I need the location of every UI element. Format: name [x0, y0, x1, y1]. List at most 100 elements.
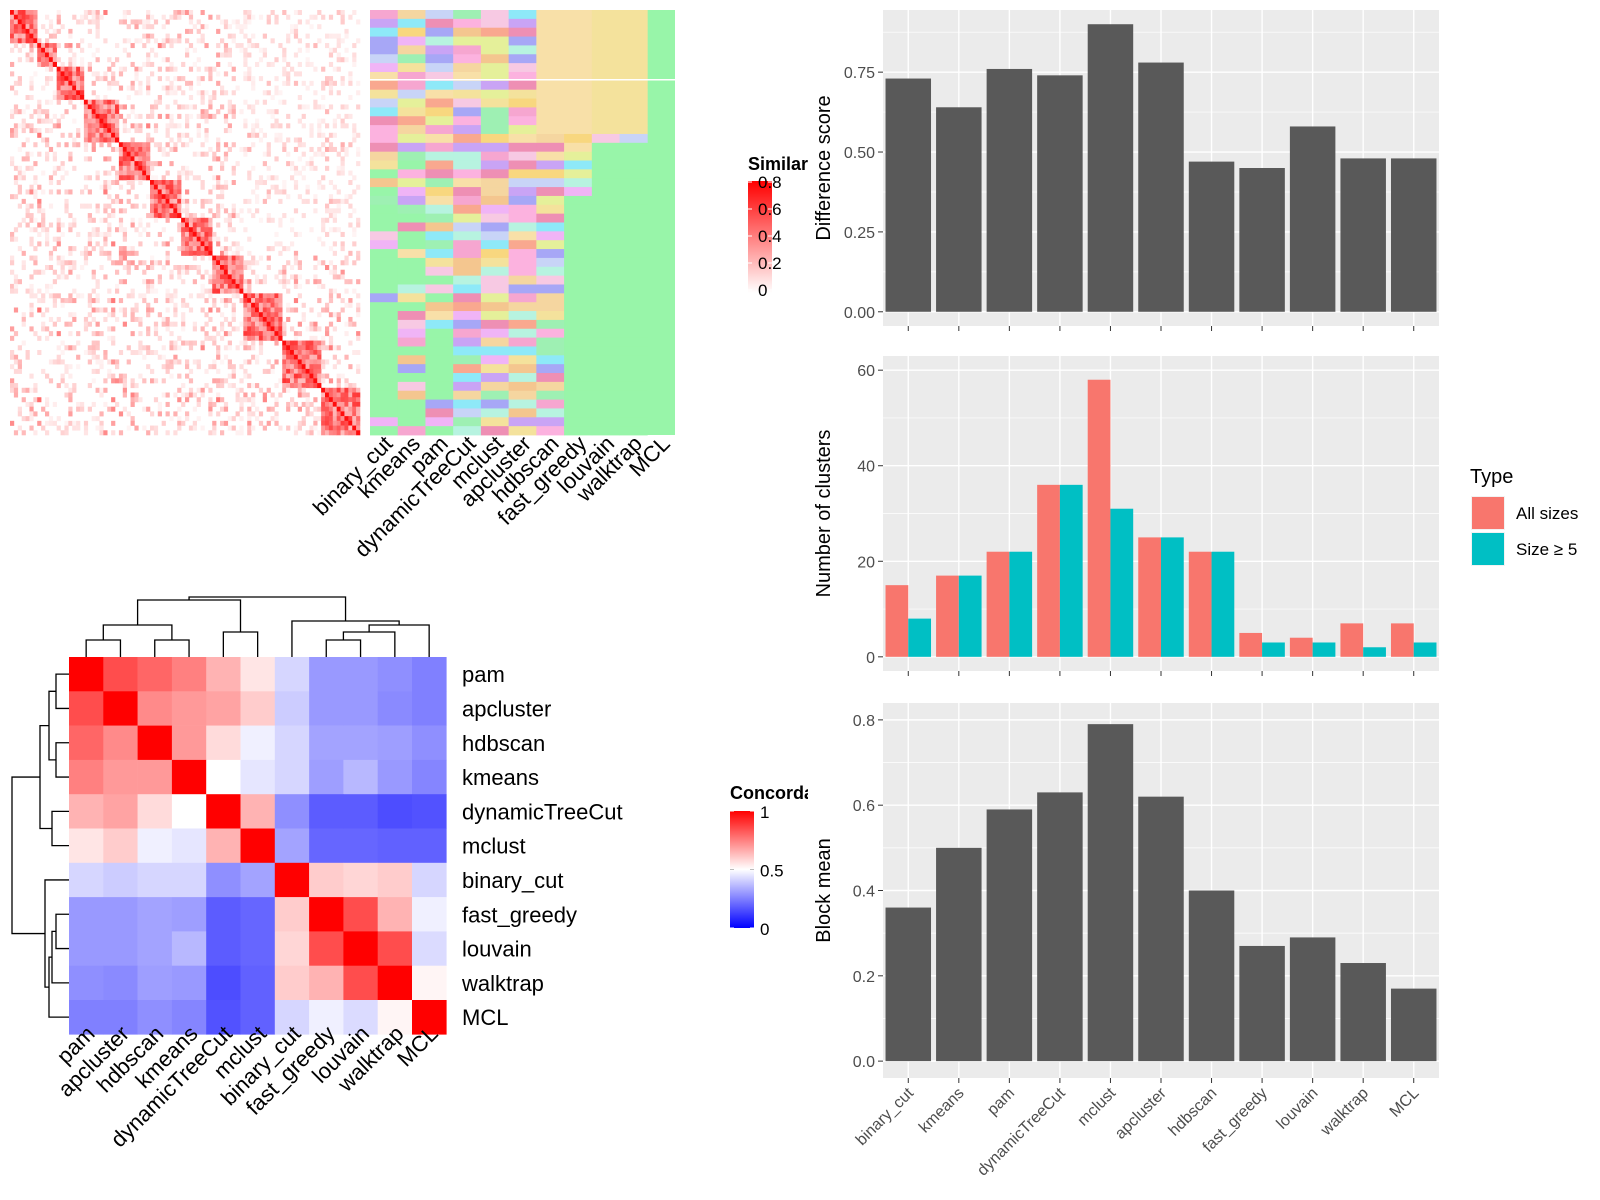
- concordance-cell: [137, 862, 173, 898]
- similarity-legend-tick: 0.6: [758, 200, 782, 219]
- concordance-row-label: hdbscan: [462, 731, 545, 756]
- concordance-row-label: dynamicTreeCut: [462, 799, 623, 824]
- concordance-cell: [137, 931, 173, 966]
- concordance-cell: [137, 691, 173, 726]
- concordance-column-labels: pamapclusterhdbscankmeansdynamicTreeCutm…: [52, 1021, 443, 1152]
- x-tick-label: walktrap: [1317, 1085, 1372, 1140]
- concordance-cell: [274, 897, 310, 932]
- y-axis-label: Difference score: [813, 95, 835, 240]
- concordance-cell: [377, 759, 413, 795]
- concordance-cell: [69, 725, 104, 761]
- legend-key: [1472, 497, 1504, 529]
- concordance-cell: [206, 828, 241, 864]
- similarity-legend-tick: 0.8: [758, 173, 782, 192]
- bar-size-ge-5: [1059, 484, 1083, 657]
- bar: [1390, 988, 1437, 1062]
- bar-all-sizes: [986, 551, 1010, 657]
- concordance-cell: [412, 725, 447, 761]
- y-tick-label: 0.8: [853, 713, 875, 730]
- concordance-cell: [309, 965, 344, 1001]
- concordance-cell: [377, 691, 413, 726]
- concordance-cell: [103, 794, 138, 829]
- concordance-cell: [206, 794, 241, 829]
- concordance-cell: [103, 691, 138, 726]
- concordance-cell: [137, 897, 173, 932]
- legend-key: [1472, 533, 1504, 565]
- concordance-cell: [309, 931, 344, 966]
- bar-size-ge-5: [1009, 551, 1033, 657]
- y-axis-label: Block mean: [813, 838, 835, 943]
- concordance-cell: [274, 657, 310, 692]
- column-dendrogram: [85, 596, 430, 657]
- bar-chart-1: 0.00 0.25 0.50 0.75 Difference score: [813, 10, 1439, 331]
- concordance-cell: [274, 862, 310, 898]
- bar-size-ge-5: [1413, 642, 1437, 657]
- concordance-cell: [412, 965, 447, 1001]
- bar-size-ge-5: [1262, 642, 1285, 657]
- concordance-cell: [103, 657, 138, 692]
- concordance-cell: [309, 862, 344, 898]
- concordance-cell: [343, 691, 378, 726]
- concordance-cell: [171, 759, 207, 795]
- concordance-cell: [240, 1000, 276, 1035]
- concordance-cell: [377, 965, 413, 1001]
- concordance-cell: [412, 862, 447, 898]
- concordance-cell: [69, 897, 104, 932]
- concordance-cell: [274, 725, 310, 761]
- concordance-cell: [274, 691, 310, 726]
- concordance-row-label: kmeans: [462, 765, 539, 790]
- concordance-cell: [343, 828, 378, 864]
- concordance-cell: [412, 759, 447, 795]
- concordance-cell: [69, 931, 104, 966]
- concordance-cell: [103, 931, 138, 966]
- concordance-cell: [412, 691, 447, 726]
- concordance-cell: [377, 657, 413, 692]
- concordance-cell: [206, 1000, 241, 1035]
- concordance-cell: [206, 725, 241, 761]
- y-tick-label: 0.00: [844, 305, 875, 322]
- concordance-cell: [343, 1000, 378, 1035]
- concordance-cell: [206, 931, 241, 966]
- concordance-cell: [309, 725, 344, 761]
- concordance-cell: [171, 725, 207, 761]
- concordance-cell: [240, 931, 276, 966]
- bar-all-sizes: [1239, 632, 1263, 657]
- concordance-cell: [240, 794, 276, 829]
- bar-all-sizes: [936, 575, 959, 657]
- concordance-cell: [69, 759, 104, 795]
- concordance-cell: [274, 1000, 310, 1035]
- bar-size-ge-5: [1161, 537, 1184, 657]
- concordance-cell: [171, 828, 207, 864]
- annotation-column-labels: binary_cutkmeanspamdynamicTreeCutmclusta…: [308, 431, 675, 562]
- concordance-cell: [206, 965, 241, 1001]
- concordance-cell: [103, 725, 138, 761]
- concordance-cell: [309, 794, 344, 829]
- concordance-cell: [69, 828, 104, 864]
- concordance-cell: [377, 1000, 413, 1035]
- bar-all-sizes: [1037, 484, 1060, 657]
- y-tick-label: 0.0: [853, 1054, 875, 1071]
- concordance-cell: [69, 1000, 104, 1035]
- concordance-cell: [171, 691, 207, 726]
- concordance-cell: [103, 1000, 138, 1035]
- bar-charts: 0.00 0.25 0.50 0.75 Difference score 0 20 40 60 T…: [813, 10, 1578, 1179]
- concordance-cell: [240, 725, 276, 761]
- concordance-cell: [309, 1000, 344, 1035]
- concordance-cell: [69, 657, 104, 692]
- concordance-cell: [412, 897, 447, 932]
- concordance-cell: [206, 862, 241, 898]
- concordance-cell: [274, 931, 310, 966]
- concordance-cell: [137, 794, 173, 829]
- concordance-cell: [377, 725, 413, 761]
- bar-all-sizes: [1087, 379, 1111, 657]
- x-tick-label: binary_cut: [853, 1084, 918, 1149]
- concordance-row-label: apcluster: [462, 696, 551, 721]
- concordance-cell: [240, 759, 276, 795]
- bar: [1390, 158, 1437, 312]
- y-tick-label: 0.6: [853, 798, 875, 815]
- bar: [1087, 724, 1134, 1062]
- bar: [1037, 75, 1083, 312]
- concordance-cell: [274, 794, 310, 829]
